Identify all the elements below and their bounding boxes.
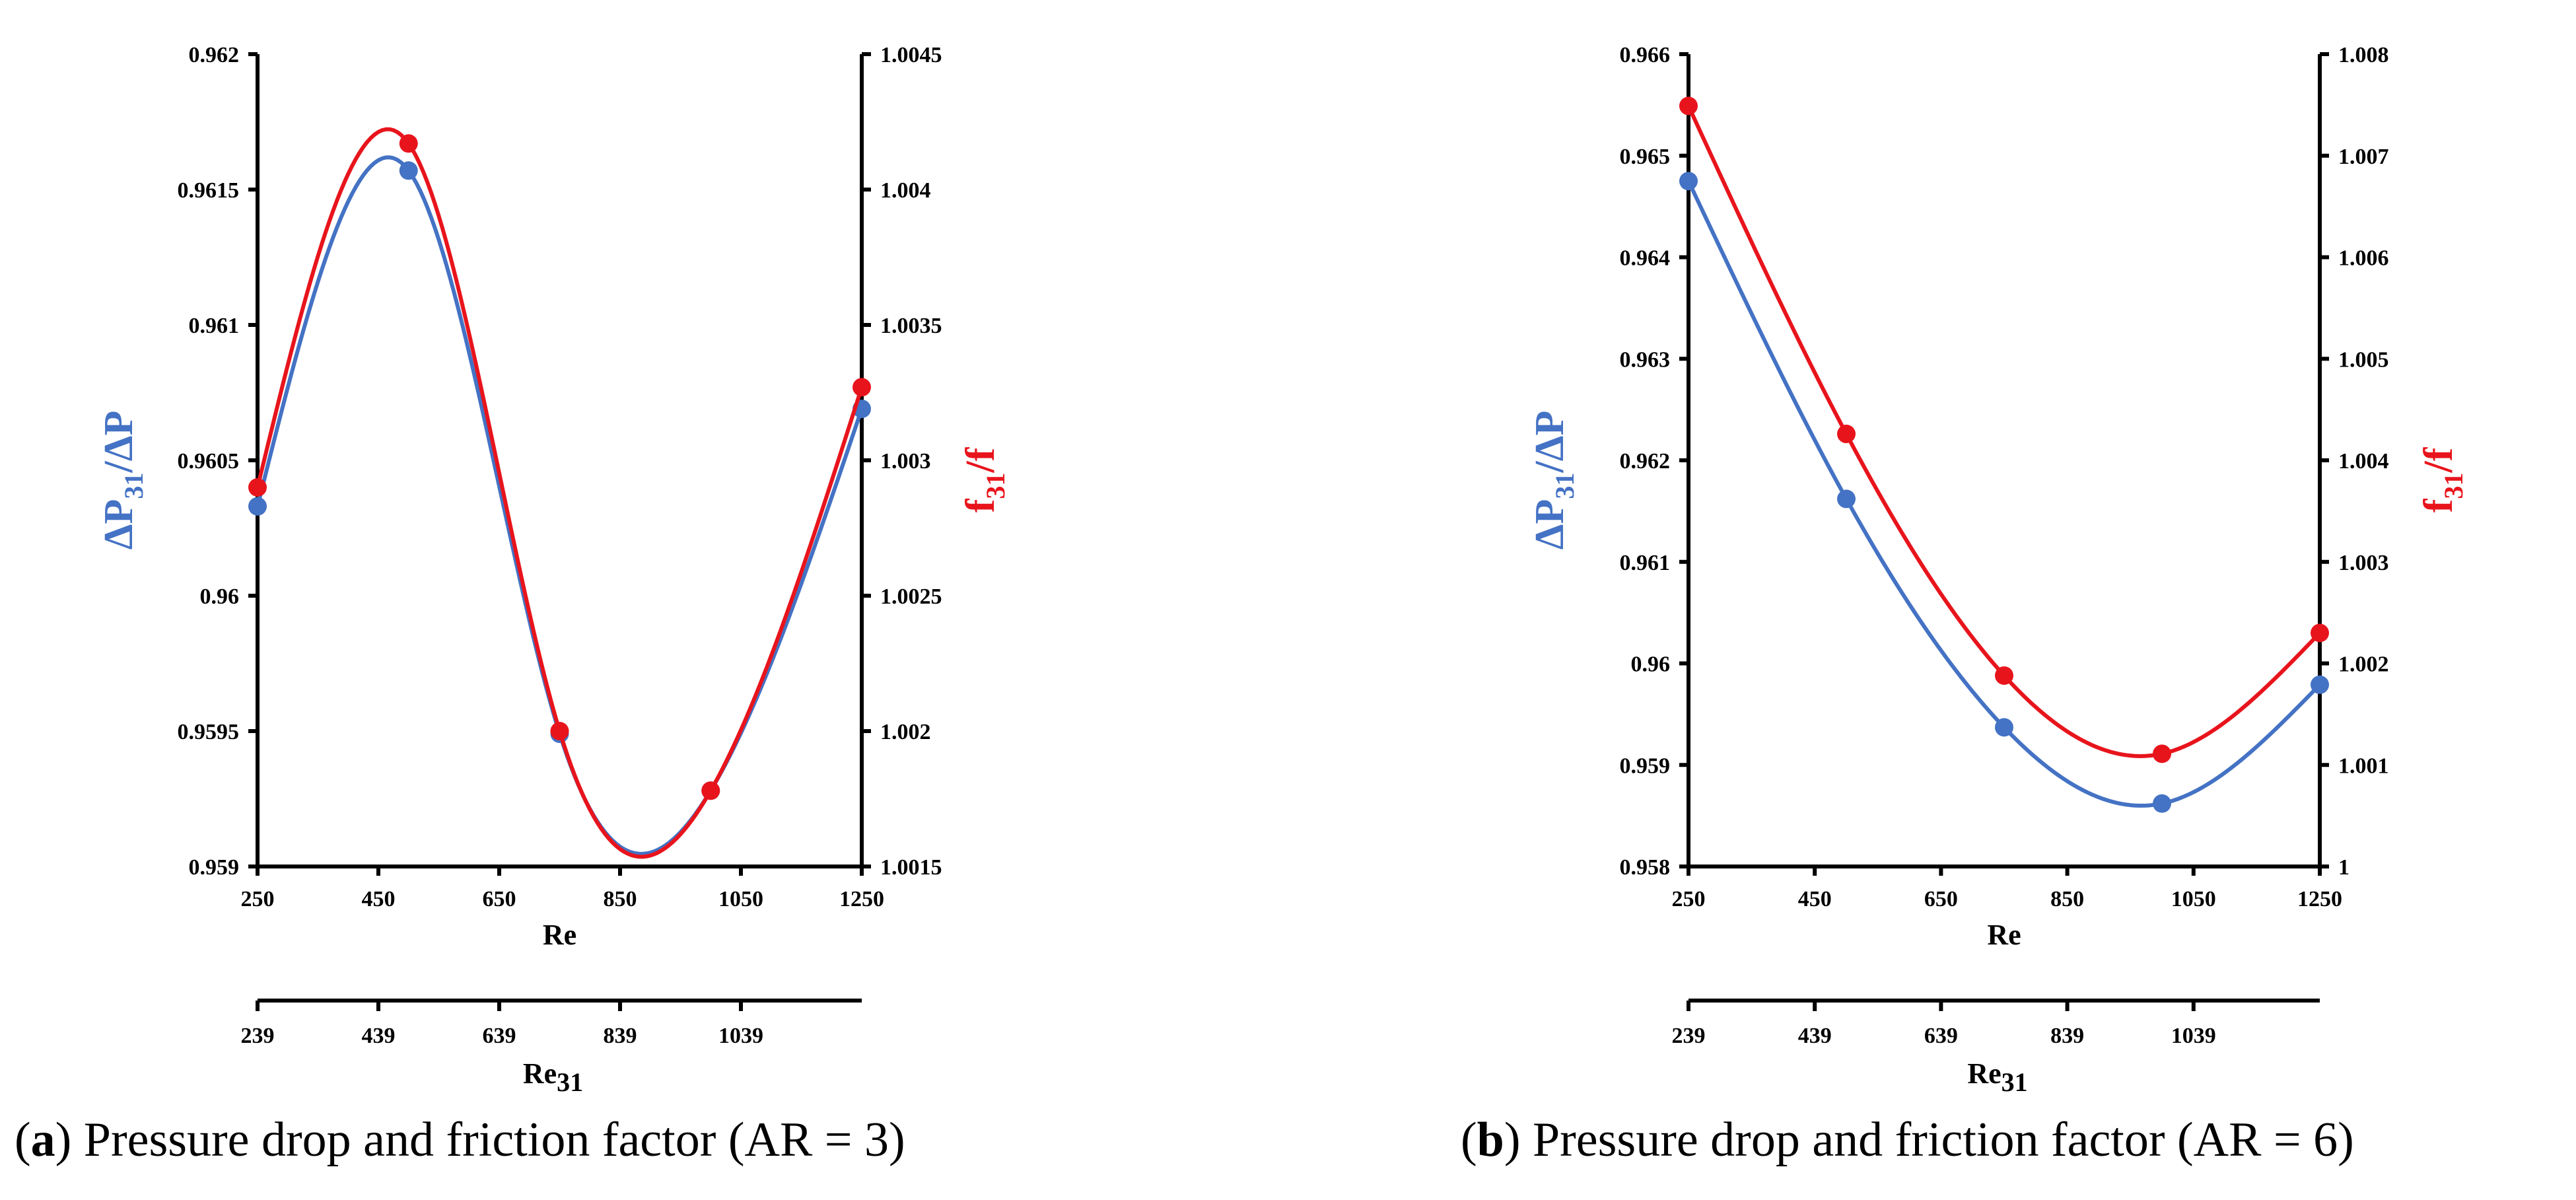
x-tick-label: 650	[1924, 887, 1958, 911]
friction-ratio-data-point	[399, 134, 418, 153]
friction-ratio-data-point	[1679, 96, 1698, 116]
left-y-tick-label: 0.965	[1620, 145, 1671, 169]
secondary-x-tick-label: 1039	[718, 1024, 763, 1048]
right-y-tick-label: 1.004	[880, 178, 931, 203]
right-y-tick-label: 1.003	[880, 449, 931, 474]
pressure-ratio-data-point	[1679, 172, 1698, 191]
friction-ratio-series-line	[256, 127, 864, 859]
right-y-tick-label: 1.003	[2338, 551, 2389, 575]
friction-ratio-series-line	[1687, 104, 2322, 758]
right-y-tick-label: 1.0035	[880, 314, 942, 338]
x-tick-label: 850	[604, 887, 637, 911]
friction-ratio-data-point	[701, 781, 720, 800]
x-axis-title: Re	[543, 919, 576, 951]
secondary-x-tick-label: 639	[1924, 1024, 1958, 1048]
friction-ratio-data-point	[550, 722, 569, 740]
panel-caption: (b) Pressure drop and friction factor (A…	[1461, 1113, 2354, 1167]
chart-panel-a: 0.959 0.9595 0.96 0.9605 0.961 0.9615 0.962 1.0…	[15, 43, 1010, 1167]
pressure-ratio-data-point	[248, 497, 267, 516]
left-y-axis-title: ΔP31/ΔP	[96, 411, 149, 550]
secondary-x-tick-label: 839	[604, 1024, 637, 1048]
x-tick-label: 1250	[839, 887, 884, 911]
left-y-tick-label: 0.959	[189, 855, 240, 880]
right-y-axis-title: f31/f	[958, 446, 1010, 512]
right-y-tick-label: 1.0015	[880, 855, 942, 880]
x-tick-label: 250	[241, 887, 275, 911]
panel-caption: (a) Pressure drop and friction factor (A…	[15, 1113, 905, 1167]
left-y-tick-label: 0.962	[1620, 449, 1671, 474]
x-tick-label: 1050	[2171, 887, 2216, 911]
x-tick-label: 1250	[2297, 887, 2342, 911]
x-tick-label: 650	[483, 887, 516, 911]
secondary-x-tick-label: 439	[362, 1024, 396, 1048]
friction-ratio-data-point	[853, 378, 871, 397]
friction-ratio-data-point	[1837, 425, 1856, 444]
right-y-tick-label: 1.005	[2338, 347, 2389, 372]
pressure-ratio-data-point	[2153, 794, 2171, 813]
x-tick-label: 850	[2050, 887, 2084, 911]
left-y-tick-label: 0.961	[189, 314, 240, 338]
secondary-x-tick-label: 1039	[2171, 1024, 2216, 1048]
x-tick-label: 450	[1798, 887, 1832, 911]
left-y-tick-label: 0.966	[1620, 43, 1671, 67]
left-y-tick-label: 0.96	[1631, 653, 1671, 677]
friction-ratio-data-point	[248, 478, 267, 497]
pressure-ratio-series-line	[1687, 179, 2322, 808]
left-y-tick-label: 0.961	[1620, 551, 1671, 575]
left-y-tick-label: 0.9605	[178, 449, 240, 474]
pressure-ratio-data-point	[1837, 489, 1856, 509]
friction-ratio-data-point	[2153, 744, 2171, 763]
right-y-axis-title: f31/f	[2416, 446, 2468, 512]
friction-ratio-data-point	[1995, 666, 2013, 685]
right-y-tick-label: 1	[2338, 855, 2350, 880]
left-y-axis-title: ΔP31/ΔP	[1527, 411, 1580, 550]
x-tick-label: 250	[1672, 887, 1706, 911]
x-axis-title: Re	[1987, 919, 2021, 951]
secondary-x-axis-title: Re31	[1967, 1057, 2027, 1097]
secondary-x-tick-label: 239	[1672, 1024, 1706, 1048]
left-y-tick-label: 0.959	[1620, 754, 1671, 778]
left-y-tick-label: 0.96	[200, 584, 240, 609]
pressure-ratio-data-point	[399, 161, 418, 180]
right-y-tick-label: 1.006	[2338, 246, 2389, 271]
friction-ratio-data-point	[2311, 623, 2329, 643]
secondary-x-tick-label: 639	[483, 1024, 516, 1048]
left-y-tick-label: 0.963	[1620, 347, 1671, 372]
right-y-tick-label: 1.002	[880, 720, 931, 744]
right-y-tick-label: 1.004	[2338, 449, 2389, 474]
left-y-tick-label: 0.9595	[178, 720, 240, 744]
secondary-x-tick-label: 239	[241, 1024, 275, 1048]
secondary-x-tick-label: 839	[2050, 1024, 2084, 1048]
right-y-tick-label: 1.007	[2338, 145, 2389, 169]
chart-panel-b: 0.958 0.959 0.96 0.961 0.962 0.963 0.964 0.965 0…	[1461, 43, 2468, 1167]
right-y-tick-label: 1.008	[2338, 43, 2389, 67]
x-tick-label: 1050	[718, 887, 763, 911]
secondary-x-axis-title: Re31	[523, 1057, 583, 1097]
secondary-x-tick-label: 439	[1798, 1024, 1832, 1048]
x-tick-label: 450	[362, 887, 396, 911]
left-y-tick-label: 0.964	[1620, 246, 1671, 271]
pressure-ratio-series-line	[256, 155, 864, 856]
left-y-tick-label: 0.9615	[178, 178, 240, 203]
right-y-tick-label: 1.0045	[880, 43, 942, 67]
left-y-tick-label: 0.958	[1620, 855, 1671, 880]
pressure-ratio-data-point	[1995, 718, 2013, 737]
right-y-tick-label: 1.0025	[880, 584, 942, 609]
pressure-ratio-data-point	[2311, 675, 2329, 694]
left-y-tick-label: 0.962	[189, 43, 240, 67]
right-y-tick-label: 1.002	[2338, 653, 2389, 677]
right-y-tick-label: 1.001	[2338, 754, 2389, 778]
